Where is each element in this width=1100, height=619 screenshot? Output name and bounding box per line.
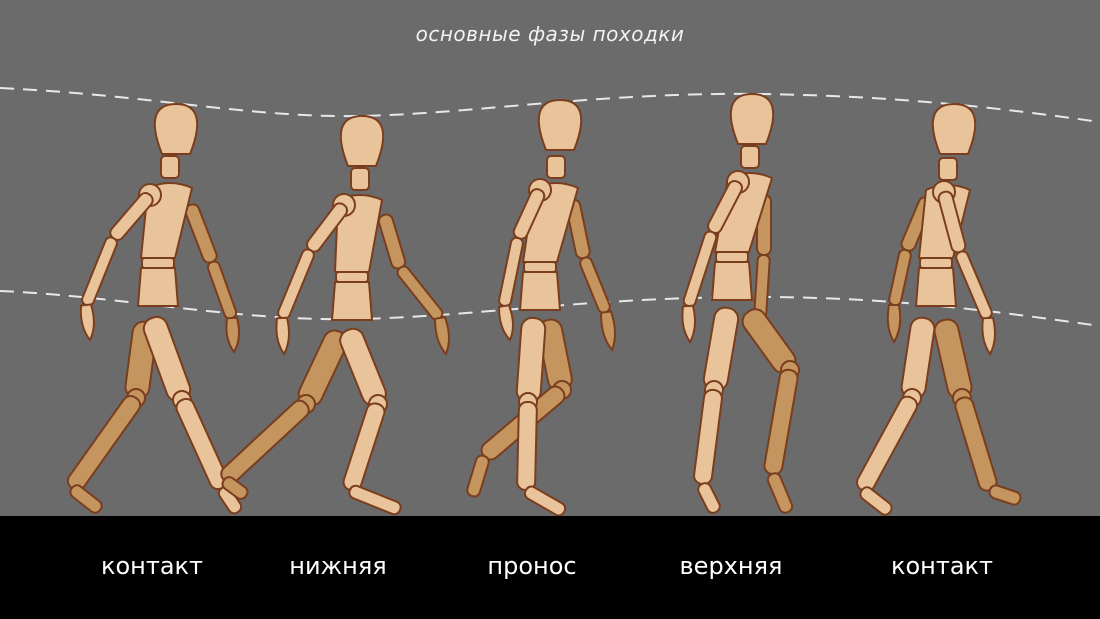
- back-forearm: [579, 256, 611, 314]
- waist: [919, 257, 953, 269]
- back-shin: [763, 368, 799, 476]
- back-foot: [466, 454, 490, 498]
- head: [339, 114, 385, 167]
- front-hand: [498, 304, 514, 342]
- mannequin-figure-5: [856, 102, 1022, 516]
- neck: [546, 155, 566, 179]
- front-thigh: [702, 306, 740, 392]
- back-shin: [66, 395, 142, 491]
- mannequin-figure-2: [220, 114, 450, 516]
- head: [153, 102, 199, 155]
- front-thigh: [515, 316, 547, 404]
- back-hand: [886, 304, 902, 344]
- front-foot: [859, 486, 893, 516]
- waist: [141, 257, 175, 269]
- neck: [938, 157, 958, 181]
- front-shin: [856, 395, 918, 493]
- front-foot: [523, 485, 567, 517]
- head: [931, 102, 977, 155]
- front-hand: [275, 316, 291, 356]
- front-forearm: [498, 236, 524, 308]
- floor-band: [0, 516, 1100, 619]
- pelvis: [136, 267, 180, 307]
- front-foot: [697, 482, 721, 514]
- front-forearm: [81, 236, 118, 307]
- phase-label-passing: пронос: [487, 552, 577, 580]
- back-forearm: [396, 265, 444, 321]
- front-foot: [348, 484, 402, 516]
- front-hand: [681, 304, 697, 344]
- head-height-guide-line: [0, 87, 1100, 123]
- back-thigh: [933, 318, 973, 400]
- mannequin-figure-4: [681, 92, 800, 514]
- pelvis: [914, 267, 958, 307]
- phase-label-contact-1: контакт: [100, 552, 204, 580]
- pelvis: [330, 281, 374, 321]
- head: [729, 92, 775, 145]
- back-hand: [600, 310, 616, 352]
- front-shin: [693, 388, 723, 486]
- front-forearm: [277, 248, 315, 320]
- front-shin: [516, 400, 538, 492]
- head: [537, 98, 583, 151]
- neck: [350, 167, 370, 191]
- waist: [335, 271, 369, 283]
- neck: [740, 145, 760, 169]
- front-shin: [342, 402, 386, 492]
- back-foot: [766, 472, 794, 514]
- back-shin: [954, 396, 998, 492]
- pelvis: [518, 271, 562, 311]
- mannequin-figure-1: [66, 102, 243, 515]
- back-foot: [988, 484, 1022, 506]
- waist: [715, 251, 749, 263]
- back-upper-arm: [184, 203, 218, 264]
- back-hand: [225, 316, 241, 354]
- waist: [523, 261, 557, 273]
- back-foot: [221, 476, 249, 500]
- diagram-title: основные фазы походки: [415, 22, 685, 46]
- back-forearm: [888, 248, 912, 307]
- neck: [160, 155, 180, 179]
- phase-label-up: верхняя: [679, 552, 783, 580]
- front-hand: [79, 303, 95, 342]
- phase-label-down: нижняя: [289, 552, 387, 580]
- back-foot: [69, 484, 103, 514]
- front-hand: [981, 316, 997, 356]
- mannequin-figure-3: [466, 98, 616, 517]
- back-hand: [434, 316, 450, 356]
- phase-label-contact-2: контакт: [890, 552, 994, 580]
- back-shin: [220, 399, 310, 485]
- pelvis: [710, 261, 754, 301]
- back-upper-arm: [377, 213, 407, 270]
- front-thigh: [900, 316, 936, 400]
